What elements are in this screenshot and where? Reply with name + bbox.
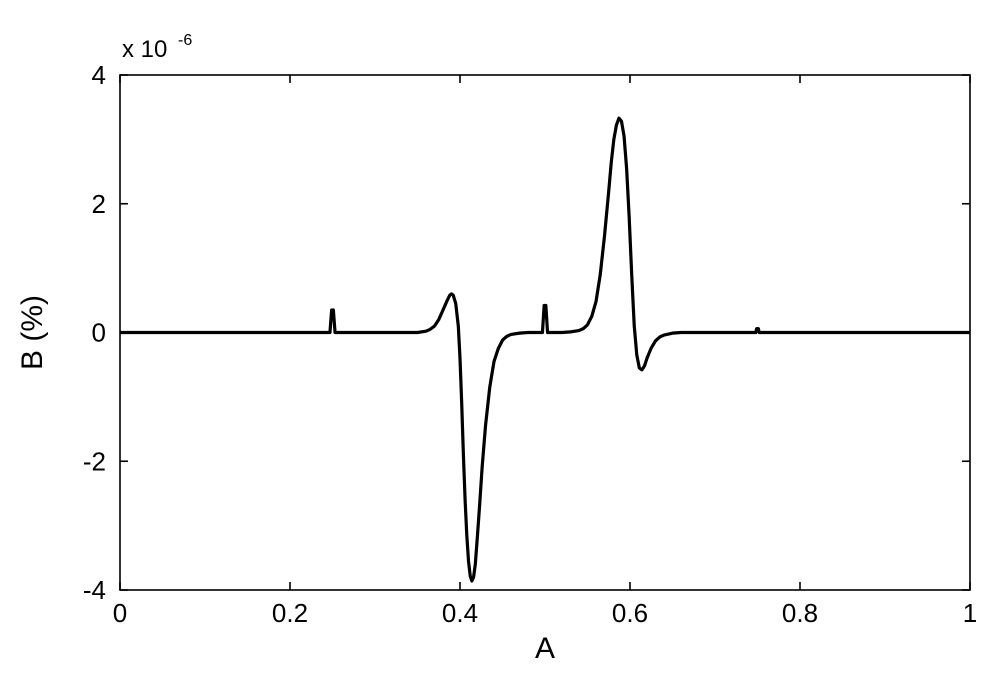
x-tick-label: 0 xyxy=(113,598,127,628)
x-tick-label: 1 xyxy=(963,598,977,628)
x-axis-label: A xyxy=(535,632,555,665)
x-tick-label: 0.4 xyxy=(442,598,478,628)
y-tick-label: 0 xyxy=(92,318,106,348)
y-exponent-sup: -6 xyxy=(178,32,192,49)
x-tick-label: 0.8 xyxy=(782,598,818,628)
y-axis-label: B (%) xyxy=(16,295,49,370)
y-exponent-prefix: x 10 xyxy=(122,36,167,63)
y-tick-label: -4 xyxy=(83,575,106,605)
x-tick-label: 0.6 xyxy=(612,598,648,628)
y-tick-label: 2 xyxy=(92,189,106,219)
chart-bg xyxy=(0,0,1000,675)
y-tick-label: -2 xyxy=(83,446,106,476)
y-tick-label: 4 xyxy=(92,60,106,90)
x-tick-label: 0.2 xyxy=(272,598,308,628)
